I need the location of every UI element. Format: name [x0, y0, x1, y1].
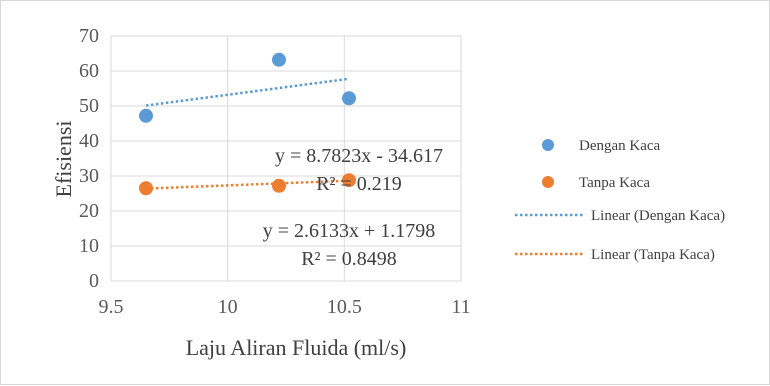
- y-tick-label: 60: [79, 60, 99, 82]
- y-axis-label: Efisiensi: [51, 121, 76, 198]
- x-axis-label: Laju Aliran Fluida (ml/s): [186, 335, 407, 360]
- y-tick-label: 10: [79, 235, 99, 257]
- trendline-r2-dengan-kaca: R² = 0.219: [316, 173, 402, 195]
- legend-label-dengan-kaca: Dengan Kaca: [579, 138, 661, 154]
- trendline-equation-dengan-kaca: y = 8.7823x - 34.617: [275, 145, 443, 167]
- data-point-s1-0: [139, 181, 153, 196]
- trendline-1: [145, 179, 350, 190]
- data-point-s1-1: [272, 178, 286, 193]
- trendlines: [145, 77, 350, 190]
- x-tick-label: 11: [451, 296, 470, 318]
- legend-marker-tanpa-kaca: [542, 176, 554, 188]
- y-tick-label: 70: [79, 25, 99, 47]
- data-point-s0-1: [272, 52, 286, 67]
- legend: Dengan Kaca Tanpa Kaca Linear (Dengan Ka…: [515, 138, 725, 263]
- trendline-0: [145, 77, 350, 107]
- y-tick-label: 0: [89, 270, 99, 292]
- trendline-r2-tanpa-kaca: R² = 0.8498: [301, 248, 397, 270]
- legend-label-tanpa-kaca: Tanpa Kaca: [579, 175, 650, 191]
- legend-item-linear-dengan-kaca: Linear (Dengan Kaca): [515, 208, 725, 224]
- legend-marker-dengan-kaca: [542, 139, 554, 151]
- y-tick-label: 50: [79, 95, 99, 117]
- legend-item-dengan-kaca: Dengan Kaca: [542, 138, 661, 154]
- x-tick-label: 10: [218, 296, 238, 318]
- x-axis-ticks: 9.5 10 10.5 11: [99, 296, 471, 318]
- legend-label-linear-dengan-kaca: Linear (Dengan Kaca): [591, 208, 725, 224]
- data-point-s1-2: [342, 173, 356, 188]
- legend-item-linear-tanpa-kaca: Linear (Tanpa Kaca): [515, 247, 715, 263]
- legend-item-tanpa-kaca: Tanpa Kaca: [542, 175, 650, 191]
- x-tick-label: 9.5: [99, 296, 124, 318]
- trendline-equation-tanpa-kaca: y = 2.6133x + 1.1798: [263, 220, 436, 242]
- y-tick-label: 20: [79, 200, 99, 222]
- y-tick-label: 40: [79, 130, 99, 152]
- data-point-s0-2: [342, 91, 356, 106]
- legend-label-linear-tanpa-kaca: Linear (Tanpa Kaca): [591, 247, 715, 263]
- y-tick-label: 30: [79, 165, 99, 187]
- data-point-s0-0: [139, 108, 153, 123]
- data-points: [139, 52, 356, 196]
- gridlines: [110, 35, 462, 282]
- x-tick-label: 10.5: [327, 296, 362, 318]
- y-axis-ticks: 0 10 20 30 40 50 60 70: [79, 25, 99, 292]
